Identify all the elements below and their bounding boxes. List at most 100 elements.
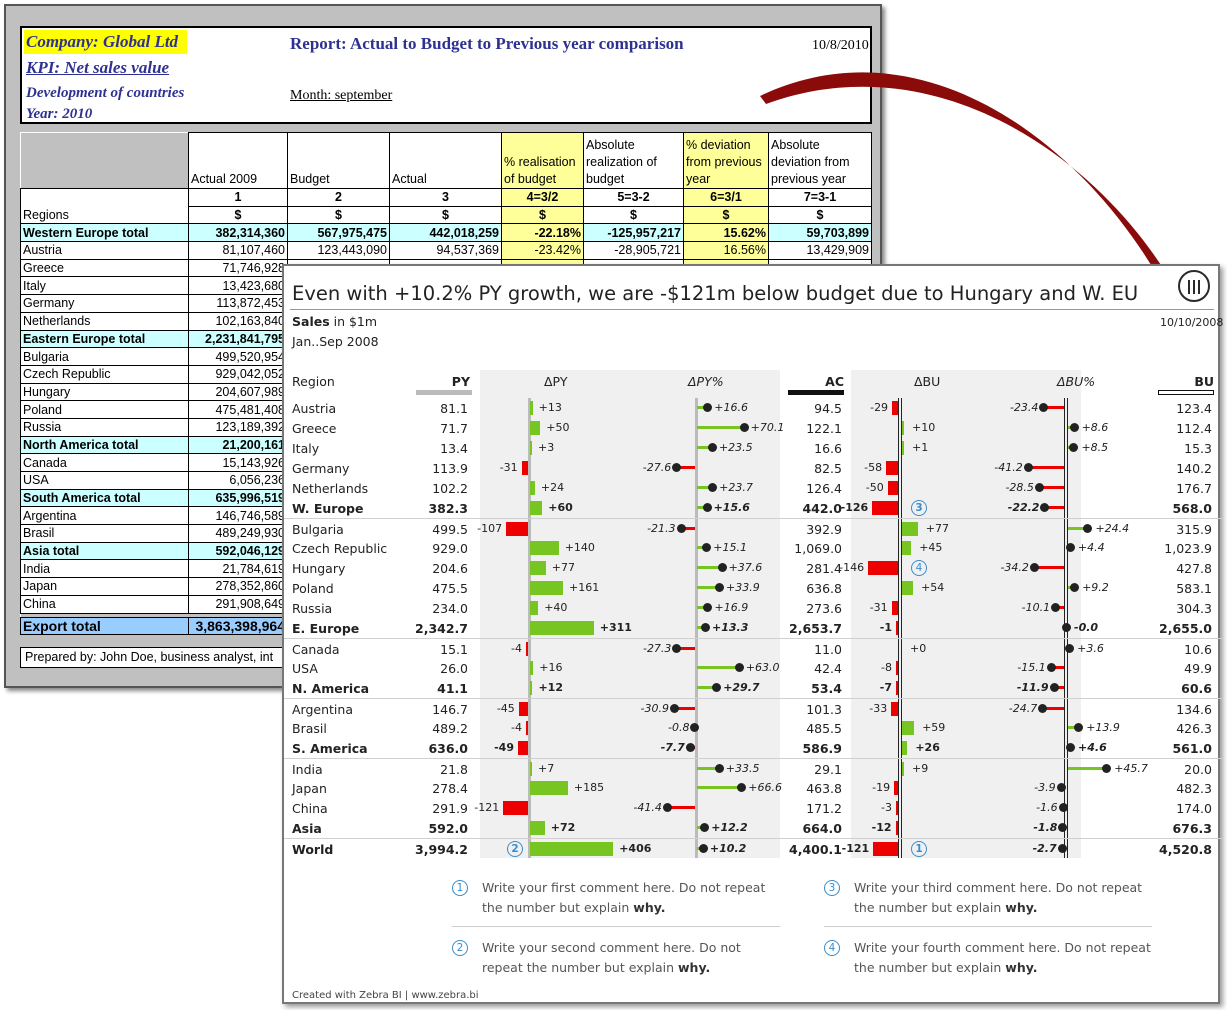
excel-region-name: Czech Republic (20, 364, 189, 384)
comment-body: Write your fourth comment here. Do not r… (854, 940, 1151, 975)
dbu-label: -126 (840, 501, 869, 514)
table-row: Greece 71.7 122.1 112.4 +50 +70.1 +10 +8.6 (284, 418, 1222, 438)
dbu-bar (896, 801, 898, 815)
region-name: Italy (292, 441, 320, 456)
dpy-label: +3 (538, 441, 555, 454)
region-name: Netherlands (292, 481, 369, 496)
dbu-pct-label: -11.9 (1016, 681, 1049, 694)
dbu-bar (896, 621, 898, 635)
dbu-pct-label: -15.1 (1017, 661, 1046, 674)
excel-cell: 567,975,475 (287, 223, 390, 243)
dpy-pct-dot (698, 844, 708, 853)
dbu-label: +1 (912, 441, 929, 454)
region-name: Austria (292, 401, 337, 416)
excel-cell: -22.18% (501, 223, 584, 243)
dbu-bar (902, 441, 904, 455)
dpy-label: -4 (511, 642, 522, 655)
py-value: 3,994.2 (415, 842, 468, 857)
table-row: S. America 636.0 586.9 561.0 -49 -7.7 +26 +4.6 (284, 738, 1222, 758)
dpy-pct-dot (714, 764, 724, 773)
dbu-pct-pin (1042, 707, 1064, 710)
bu-value: 15.3 (1184, 441, 1212, 456)
ac-value: 485.5 (806, 721, 842, 736)
region-name: N. America (292, 681, 370, 696)
excel-col-header: Budget (287, 132, 390, 189)
comment-divider (452, 926, 780, 927)
dbu-bar (891, 601, 898, 615)
dbu-bar (891, 702, 898, 716)
region-name: Greece (292, 421, 337, 436)
region-name: Czech Republic (292, 541, 388, 556)
dpy-pct-pin (697, 406, 709, 409)
dbu-label: -8 (881, 661, 892, 674)
dbu-pct-label: -24.7 (1008, 702, 1038, 715)
dbu-bar (887, 481, 898, 495)
dpy-bar (530, 421, 541, 435)
dbu-pct-dot (1069, 443, 1079, 452)
py-header-underline (416, 390, 472, 395)
dbu-pct-label: -10.1 (1021, 601, 1051, 614)
excel-gap (20, 613, 189, 617)
dbu-pct-label: -2.7 (1032, 842, 1057, 855)
py-value: 382.3 (428, 501, 468, 516)
bu-header-underline (1158, 390, 1214, 395)
bu-value: 482.3 (1176, 781, 1212, 796)
excel-export-row: Export total 3,863,398,964 (20, 616, 872, 636)
col-header-dbu_pct: ΔBU% (1057, 374, 1096, 389)
table-row: China 291.9 171.2 174.0 -121 -41.4 -3 -1.6 (284, 798, 1222, 818)
comment-number-icon: 1 (452, 880, 468, 896)
py-value: 81.1 (440, 401, 468, 416)
dbu-pct-label: +3.6 (1077, 642, 1104, 655)
comment-marker-icon: 4 (911, 560, 927, 576)
comment-text: Write your fourth comment here. Do not r… (854, 938, 1154, 978)
dbu-label: -12 (871, 821, 892, 834)
comment-body: Write your third comment here. Do not re… (854, 880, 1143, 915)
axis-line (528, 398, 531, 858)
axis-line (898, 398, 899, 858)
excel-region-name: Poland (20, 400, 189, 419)
dpy-bar (530, 681, 533, 695)
bu-value: 1,023.9 (1164, 541, 1212, 556)
dpy-pct-pin (697, 426, 745, 429)
excel-cell: 146,746,589 (188, 506, 288, 526)
dbu-pct-dot (1038, 704, 1048, 713)
table-row: World 3,994.2 4,400.1 4,520.8 +406 +10.2 -121 -… (284, 838, 1222, 858)
region-name: W. Europe (292, 501, 364, 516)
dpy-bar (503, 801, 528, 815)
excel-region-name: Canada (20, 453, 189, 472)
dpy-pct-dot (734, 663, 744, 672)
zebra-report-window: Even with +10.2% PY growth, we are -$121… (282, 264, 1223, 1004)
region-name: E. Europe (292, 621, 360, 636)
dpy-pct-label: +16.6 (714, 401, 748, 414)
axis-line (901, 398, 902, 858)
bu-value: 561.0 (1172, 741, 1212, 756)
dpy-pct-label: +15.6 (713, 501, 750, 514)
excel-cell: 16.56% (683, 241, 769, 260)
comment-text: Write your third comment here. Do not re… (854, 878, 1154, 918)
ac-value: 4,400.1 (789, 842, 842, 857)
col-header-dbu: ΔBU (914, 374, 941, 389)
col-header-bu: BU (1194, 374, 1214, 389)
dbu-label: +77 (925, 522, 949, 535)
dpy-bar (530, 621, 594, 635)
excel-header-row: Actual 2009 Budget Actual% realisation of … (20, 132, 872, 189)
dpy-pct-label: -21.3 (647, 522, 676, 535)
region-name: Argentina (292, 702, 353, 717)
py-value: 204.6 (432, 561, 468, 576)
excel-cell: 123,189,392 (188, 417, 288, 437)
dbu-pct-label: -41.2 (994, 461, 1023, 474)
dbu-pct-dot (1065, 543, 1075, 552)
col-header-py: PY (451, 374, 470, 389)
dbu-pct-label: -0.0 (1074, 621, 1099, 634)
region-name: Asia (292, 821, 322, 836)
dpy-pct-label: +37.6 (728, 561, 763, 574)
dpy-label: +185 (573, 781, 605, 794)
excel-header-corner (20, 132, 189, 189)
dpy-pct-label: -7.7 (660, 741, 685, 754)
table-row: India 21.8 29.1 20.0 +7 +33.5 +9 +45.7 (284, 758, 1222, 778)
excel-col-header: Actual (389, 132, 502, 189)
py-value: 475.5 (432, 581, 468, 596)
excel-col-header: % deviation from previous year (683, 132, 769, 189)
dpy-pct-label: +70.1 (750, 421, 785, 434)
excel-cell: 94,537,369 (389, 241, 502, 260)
